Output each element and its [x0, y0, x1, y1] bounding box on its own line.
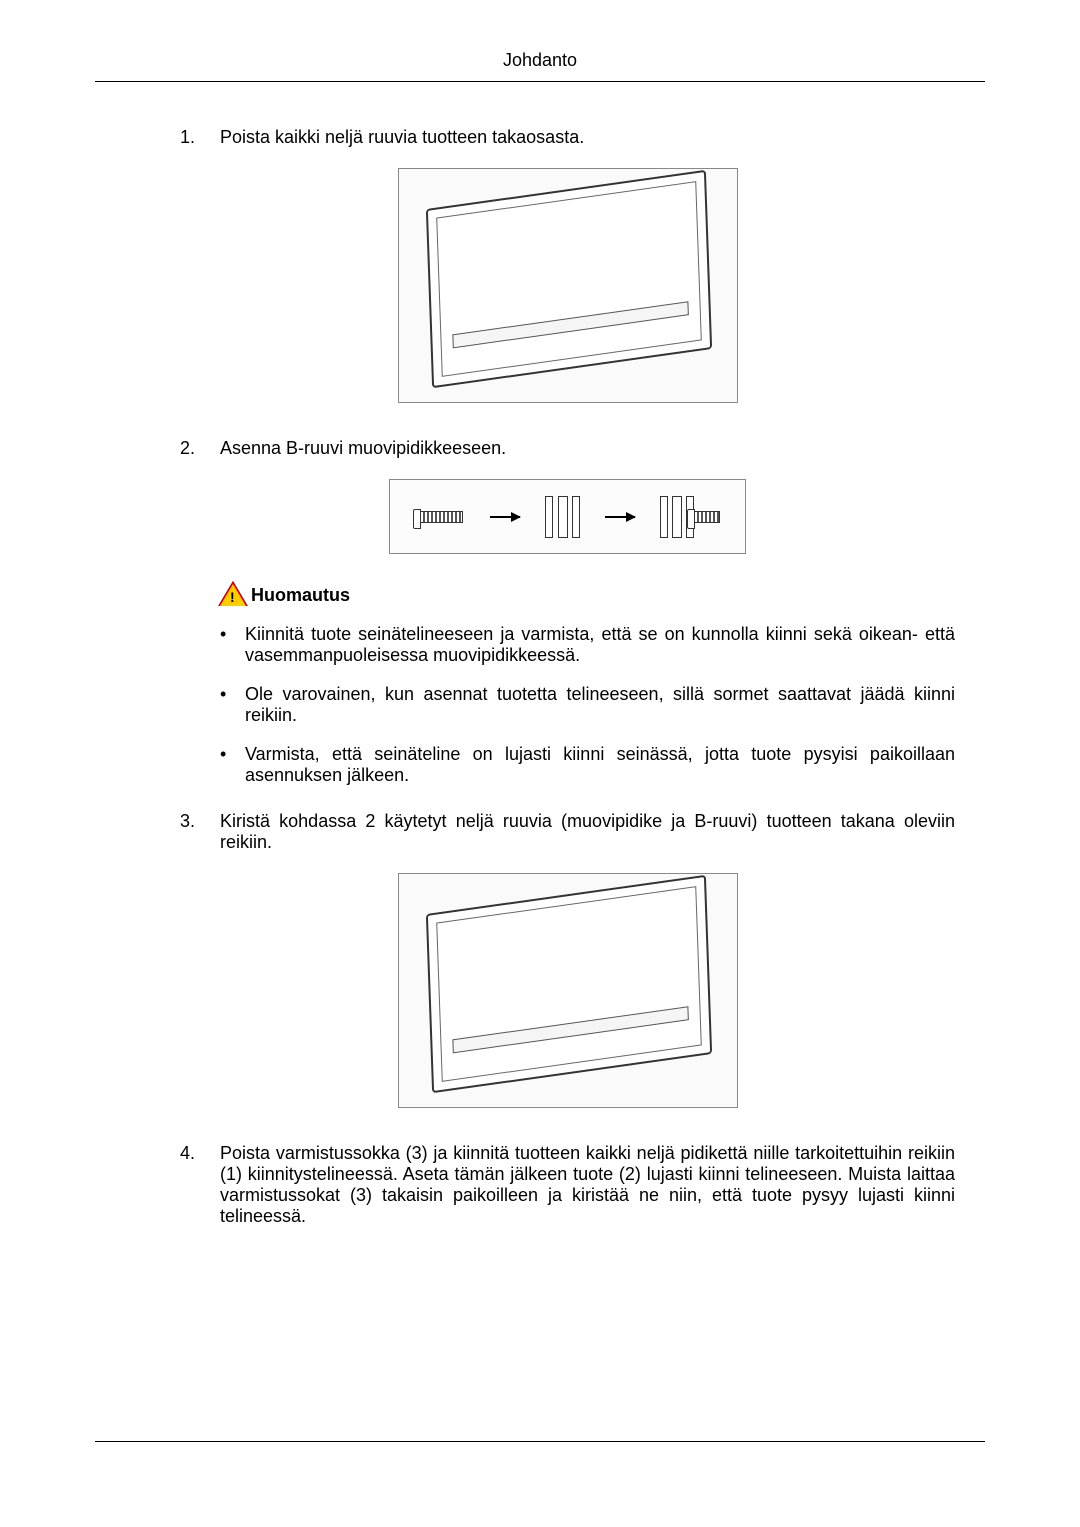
warning-icon — [220, 584, 246, 606]
note-item-2: • Ole varovainen, kun asennat tuotetta t… — [220, 684, 955, 726]
footer-divider — [95, 1441, 985, 1442]
step-2: 2. Asenna B-ruuvi muovipidikkeeseen. — [180, 438, 955, 459]
arrow-icon — [490, 516, 520, 518]
step-2-number: 2. — [180, 438, 220, 459]
note-item-2-text: Ole varovainen, kun asennat tuotetta tel… — [245, 684, 955, 726]
step-2-text: Asenna B-ruuvi muovipidikkeeseen. — [220, 438, 955, 459]
step-4-text: Poista varmistussokka (3) ja kiinnitä tu… — [220, 1143, 955, 1227]
bullet-icon: • — [220, 624, 245, 666]
step-1: 1. Poista kaikki neljä ruuvia tuotteen t… — [180, 127, 955, 148]
note-item-1: • Kiinnitä tuote seinätelineeseen ja var… — [220, 624, 955, 666]
step-3-number: 3. — [180, 811, 220, 853]
plastic-holder-icon — [545, 496, 580, 538]
figure-2-container — [180, 479, 955, 554]
arrow-icon — [605, 516, 635, 518]
step-3-text: Kiristä kohdassa 2 käytetyt neljä ruuvia… — [220, 811, 955, 853]
page-header-title: Johdanto — [95, 50, 985, 82]
tv-monitor-outline — [425, 170, 711, 388]
note-item-1-text: Kiinnitä tuote seinätelineeseen ja varmi… — [245, 624, 955, 666]
note-item-3: • Varmista, että seinäteline on lujasti … — [220, 744, 955, 786]
holder-with-screw-icon — [660, 496, 720, 538]
content-area: 1. Poista kaikki neljä ruuvia tuotteen t… — [95, 127, 985, 1227]
figure-tv-back-2 — [398, 873, 738, 1108]
step-3: 3. Kiristä kohdassa 2 käytetyt neljä ruu… — [180, 811, 955, 853]
note-title: Huomautus — [251, 585, 350, 606]
bullet-icon: • — [220, 744, 245, 786]
step-4: 4. Poista varmistussokka (3) ja kiinnitä… — [180, 1143, 955, 1227]
step-1-number: 1. — [180, 127, 220, 148]
figure-1-container — [180, 168, 955, 408]
tv-inner-frame — [436, 886, 702, 1082]
note-item-3-text: Varmista, että seinäteline on lujasti ki… — [245, 744, 955, 786]
note-header: Huomautus — [220, 584, 955, 606]
figure-tv-back-1 — [398, 168, 738, 403]
figure-3-container — [180, 873, 955, 1113]
tv-inner-frame — [436, 181, 702, 377]
note-list: • Kiinnitä tuote seinätelineeseen ja var… — [220, 624, 955, 786]
step-1-text: Poista kaikki neljä ruuvia tuotteen taka… — [220, 127, 955, 148]
screw-shaft-icon — [415, 497, 465, 537]
step-4-number: 4. — [180, 1143, 220, 1227]
bullet-icon: • — [220, 684, 245, 726]
screw-sequence-row — [415, 495, 720, 538]
figure-screw-assembly — [389, 479, 746, 554]
tv-monitor-outline — [425, 875, 711, 1093]
